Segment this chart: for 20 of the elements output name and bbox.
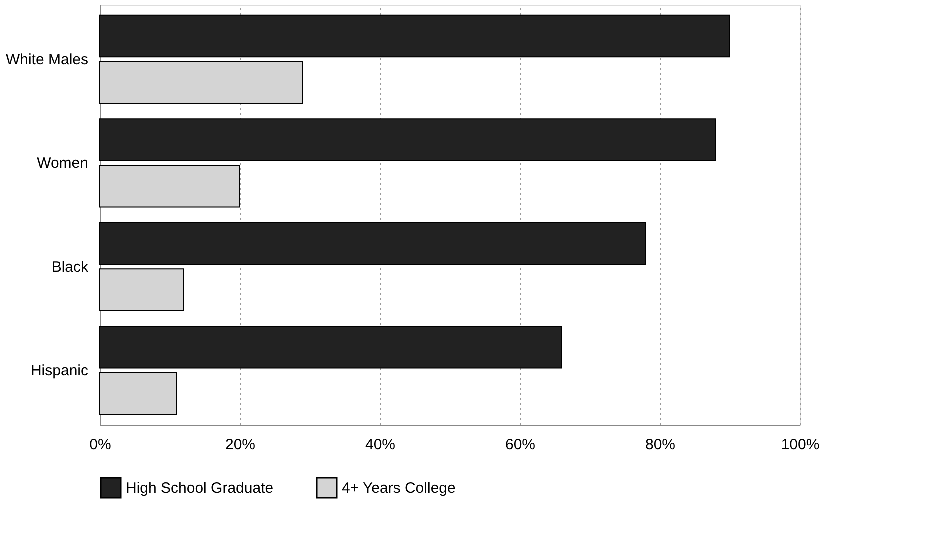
- y-tick-label: Black: [52, 258, 89, 276]
- bar: [100, 61, 304, 104]
- bar: [100, 118, 716, 162]
- x-tick-label: 80%: [645, 436, 676, 454]
- y-tick-label: White Males: [6, 51, 88, 68]
- y-tick-label: Women: [37, 155, 88, 172]
- legend-label: 4+ Years College: [342, 480, 456, 497]
- bar: [100, 268, 184, 312]
- x-tick-label: 100%: [781, 436, 820, 454]
- bar: [100, 14, 730, 58]
- x-tick-label: 20%: [225, 436, 256, 454]
- legend-label: High School Graduate: [126, 480, 274, 497]
- x-tick-label: 40%: [365, 436, 396, 454]
- y-tick-label: Hispanic: [30, 362, 89, 380]
- bar: [100, 326, 562, 369]
- bar: [100, 222, 646, 266]
- x-tick-label: 0%: [90, 436, 112, 454]
- x-tick-label: 60%: [505, 436, 536, 454]
- bar: [100, 164, 240, 208]
- bar: [100, 372, 178, 416]
